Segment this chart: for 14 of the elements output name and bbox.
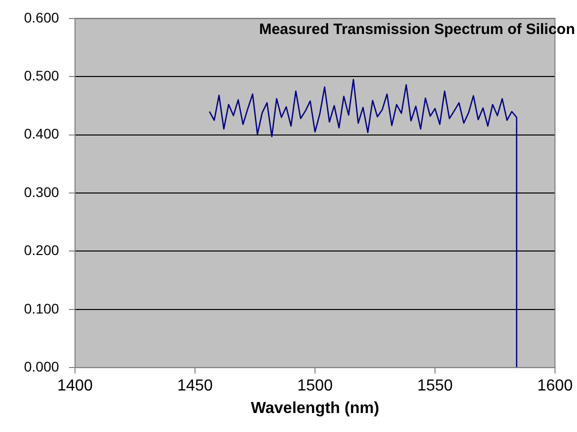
y-tick-label: 0.400 xyxy=(24,126,60,142)
y-tick-label: 0.100 xyxy=(24,300,60,316)
y-tick-label: 0.000 xyxy=(24,358,60,374)
y-tick-label: 0.200 xyxy=(24,242,60,258)
x-axis-title: Wavelength (nm) xyxy=(250,400,380,417)
x-tick-label: 1400 xyxy=(57,378,93,395)
y-tick-label: 0.600 xyxy=(24,9,60,26)
chart-title: Measured Transmission Spectrum of Silicon xyxy=(259,21,575,38)
x-tick-label: 1600 xyxy=(537,378,573,395)
y-tick-label: 0.500 xyxy=(24,67,60,84)
x-tick-label: 1550 xyxy=(417,378,453,395)
y-tick-label: 0.300 xyxy=(24,184,60,200)
x-tick-label: 1450 xyxy=(177,378,213,395)
x-tick-label: 1500 xyxy=(297,378,333,395)
